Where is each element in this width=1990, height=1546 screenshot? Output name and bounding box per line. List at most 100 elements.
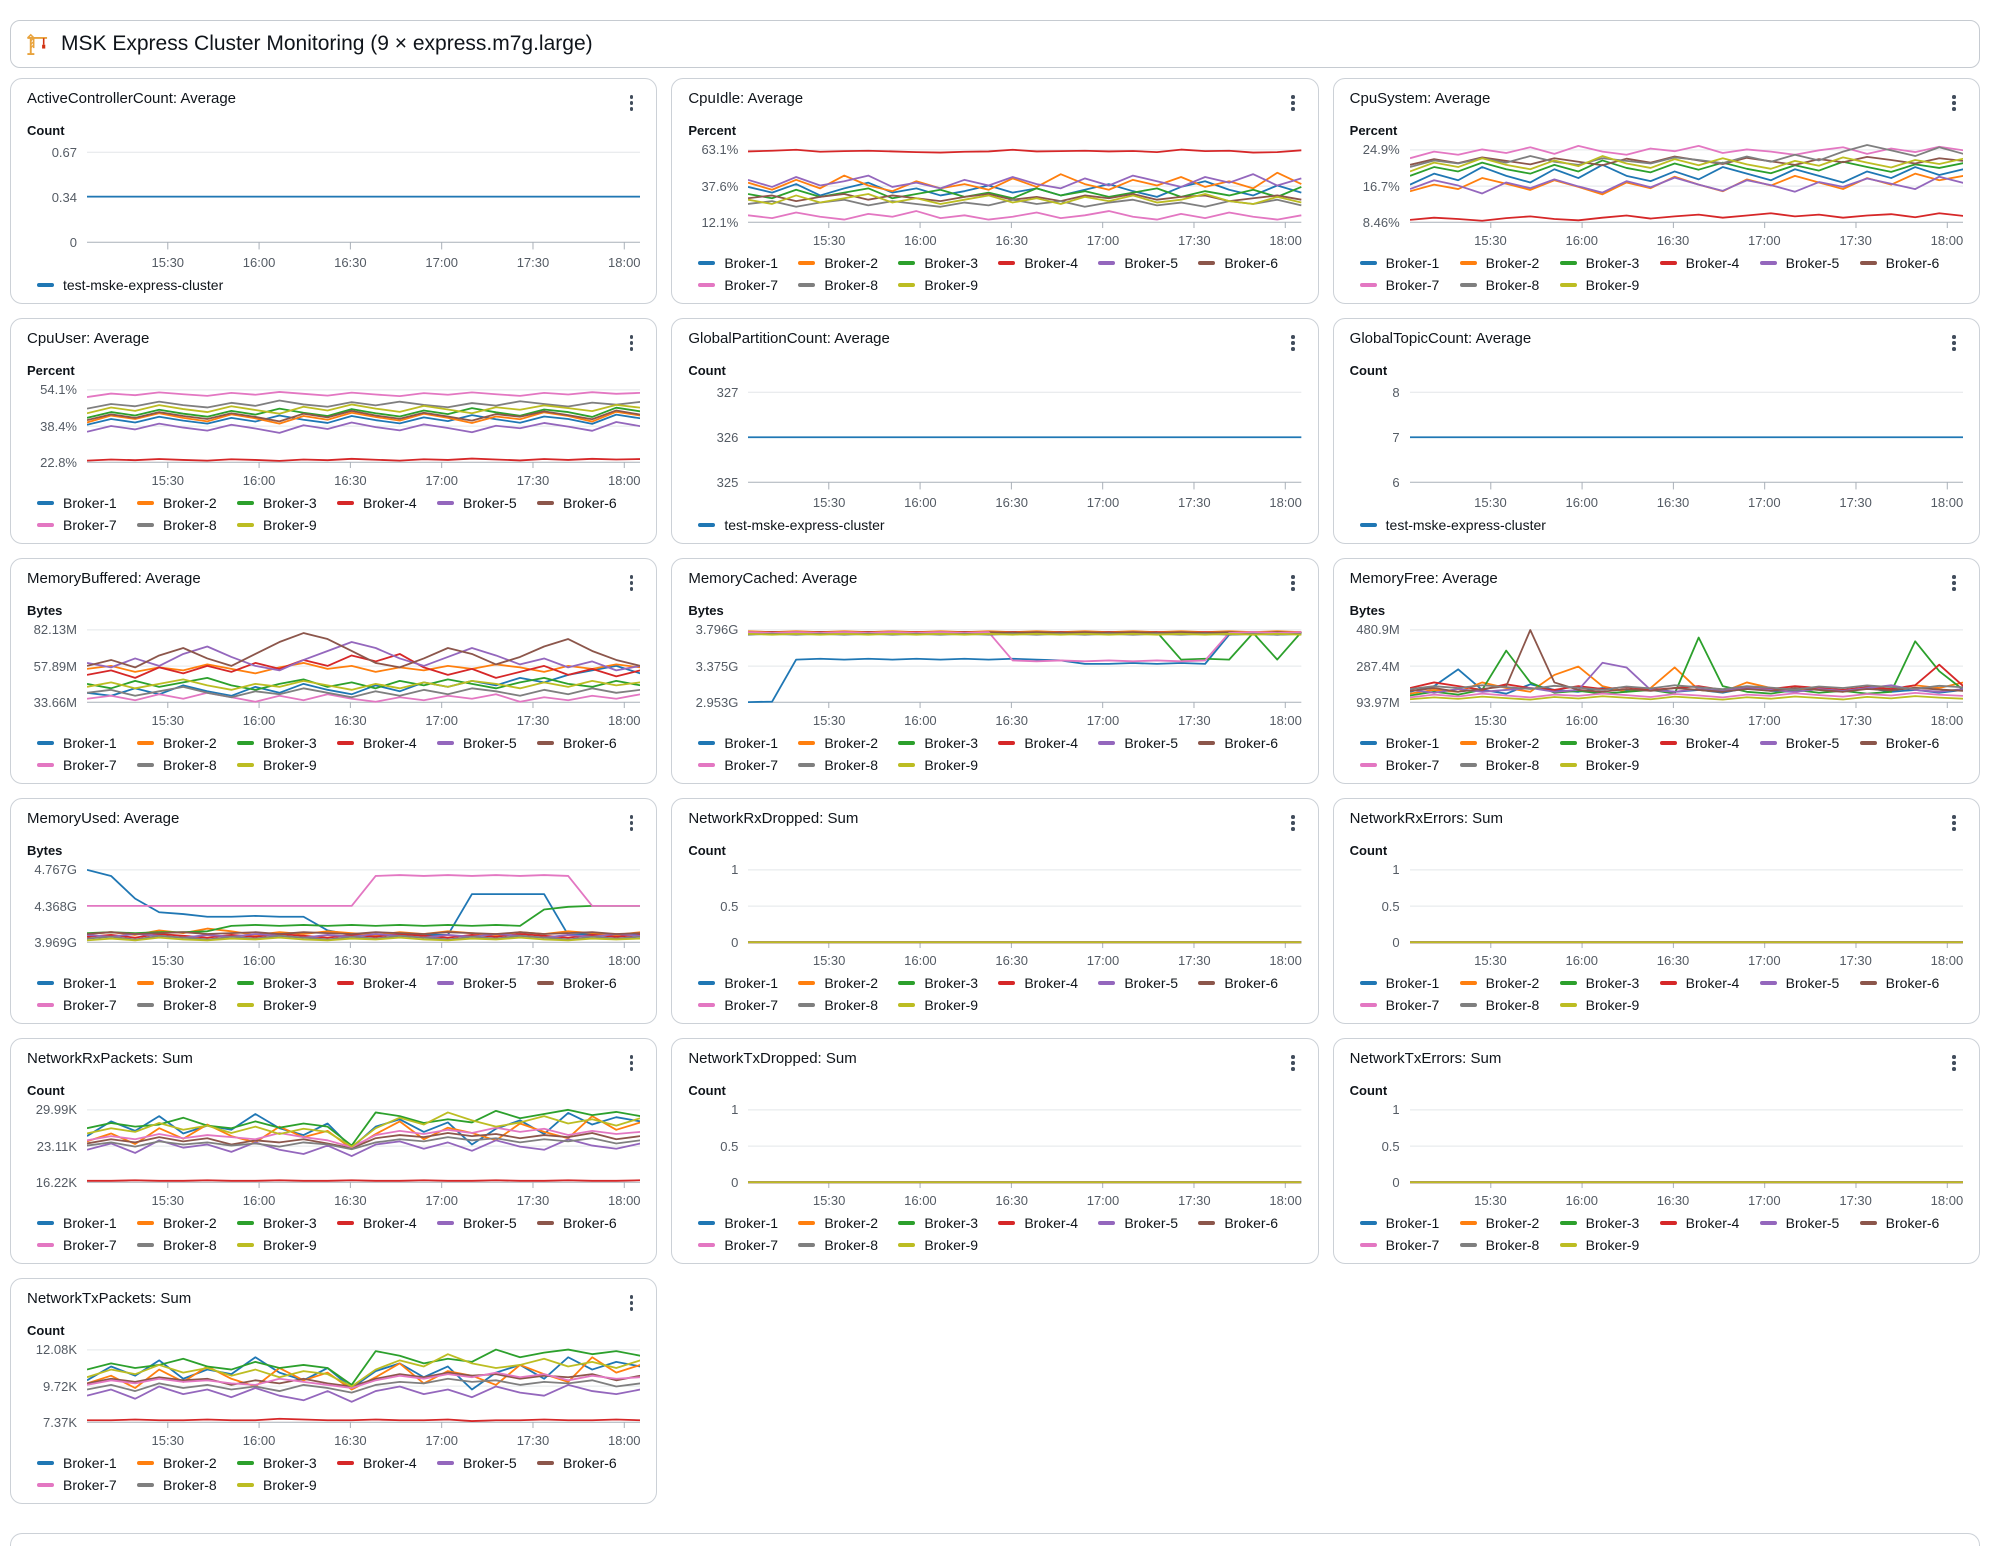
legend-item[interactable]: Broker-3 <box>1559 975 1660 991</box>
legend-item[interactable]: Broker-5 <box>437 1455 537 1471</box>
legend-item[interactable]: Broker-2 <box>1459 975 1560 991</box>
legend-item[interactable]: Broker-6 <box>1198 255 1298 271</box>
kebab-menu-icon[interactable] <box>1945 330 1963 356</box>
legend-item[interactable]: Broker-5 <box>1759 975 1860 991</box>
legend-item[interactable]: Broker-5 <box>437 1215 537 1231</box>
legend-item[interactable]: Broker-4 <box>998 975 1098 991</box>
legend-item[interactable]: Broker-7 <box>37 517 137 533</box>
legend-item[interactable]: Broker-3 <box>237 495 337 511</box>
legend-item[interactable]: Broker-5 <box>437 495 537 511</box>
legend-item[interactable]: Broker-3 <box>237 975 337 991</box>
kebab-menu-icon[interactable] <box>1284 570 1302 596</box>
legend-item[interactable]: Broker-9 <box>898 277 998 293</box>
legend-item[interactable]: Broker-8 <box>137 517 237 533</box>
legend-item[interactable]: Broker-3 <box>898 255 998 271</box>
legend-item[interactable]: Broker-3 <box>898 975 998 991</box>
legend-item[interactable]: Broker-4 <box>1659 975 1760 991</box>
legend-item[interactable]: Broker-7 <box>698 277 798 293</box>
legend-item[interactable]: Broker-1 <box>37 495 137 511</box>
legend-item[interactable]: Broker-7 <box>698 1237 798 1253</box>
legend-item[interactable]: Broker-6 <box>1859 975 1960 991</box>
kebab-menu-icon[interactable] <box>1284 330 1302 356</box>
legend-item[interactable]: Broker-1 <box>37 975 137 991</box>
legend-item[interactable]: Broker-7 <box>1359 1237 1460 1253</box>
kebab-menu-icon[interactable] <box>1945 1050 1963 1076</box>
legend-item[interactable]: test-mske-express-cluster <box>1359 517 1546 533</box>
legend-item[interactable]: Broker-6 <box>537 735 637 751</box>
legend-item[interactable]: Broker-9 <box>1559 1237 1660 1253</box>
legend-item[interactable]: Broker-7 <box>37 1477 137 1493</box>
legend-item[interactable]: Broker-4 <box>1659 255 1760 271</box>
legend-item[interactable]: Broker-5 <box>1098 1215 1198 1231</box>
legend-item[interactable]: Broker-8 <box>1459 757 1560 773</box>
kebab-menu-icon[interactable] <box>1284 810 1302 836</box>
legend-item[interactable]: Broker-5 <box>1759 1215 1860 1231</box>
legend-item[interactable]: Broker-6 <box>1859 1215 1960 1231</box>
legend-item[interactable]: Broker-9 <box>237 1237 337 1253</box>
legend-item[interactable]: Broker-3 <box>898 735 998 751</box>
legend-item[interactable]: Broker-2 <box>798 255 898 271</box>
legend-item[interactable]: Broker-7 <box>1359 997 1460 1013</box>
kebab-menu-icon[interactable] <box>1284 90 1302 116</box>
legend-item[interactable]: test-mske-express-cluster <box>37 277 223 293</box>
legend-item[interactable]: Broker-7 <box>37 1237 137 1253</box>
legend-item[interactable]: Broker-8 <box>1459 997 1560 1013</box>
legend-item[interactable]: Broker-6 <box>537 1215 637 1231</box>
legend-item[interactable]: Broker-3 <box>1559 735 1660 751</box>
legend-item[interactable]: Broker-5 <box>1098 735 1198 751</box>
legend-item[interactable]: Broker-1 <box>1359 735 1460 751</box>
legend-item[interactable]: Broker-6 <box>1859 255 1960 271</box>
legend-item[interactable]: Broker-5 <box>1098 255 1198 271</box>
legend-item[interactable]: Broker-6 <box>537 1455 637 1471</box>
kebab-menu-icon[interactable] <box>1945 810 1963 836</box>
legend-item[interactable]: Broker-1 <box>37 1455 137 1471</box>
legend-item[interactable]: Broker-8 <box>137 757 237 773</box>
legend-item[interactable]: Broker-7 <box>1359 757 1460 773</box>
legend-item[interactable]: Broker-8 <box>137 1237 237 1253</box>
kebab-menu-icon[interactable] <box>1945 570 1963 596</box>
legend-item[interactable]: Broker-9 <box>237 1477 337 1493</box>
legend-item[interactable]: Broker-8 <box>137 1477 237 1493</box>
legend-item[interactable]: Broker-2 <box>137 1455 237 1471</box>
legend-item[interactable]: Broker-7 <box>37 757 137 773</box>
legend-item[interactable]: Broker-7 <box>698 757 798 773</box>
legend-item[interactable]: Broker-7 <box>37 997 137 1013</box>
legend-item[interactable]: Broker-2 <box>1459 735 1560 751</box>
legend-item[interactable]: Broker-1 <box>1359 255 1460 271</box>
legend-item[interactable]: Broker-4 <box>337 495 437 511</box>
legend-item[interactable]: Broker-1 <box>698 975 798 991</box>
legend-item[interactable]: Broker-8 <box>137 997 237 1013</box>
legend-item[interactable]: Broker-9 <box>898 997 998 1013</box>
legend-item[interactable]: Broker-5 <box>1759 735 1860 751</box>
legend-item[interactable]: Broker-2 <box>137 735 237 751</box>
kebab-menu-icon[interactable] <box>623 810 641 836</box>
legend-item[interactable]: Broker-9 <box>1559 997 1660 1013</box>
kebab-menu-icon[interactable] <box>1284 1050 1302 1076</box>
legend-item[interactable]: Broker-8 <box>798 757 898 773</box>
legend-item[interactable]: Broker-9 <box>1559 277 1660 293</box>
legend-item[interactable]: Broker-8 <box>1459 1237 1560 1253</box>
kebab-menu-icon[interactable] <box>1945 90 1963 116</box>
legend-item[interactable]: Broker-4 <box>998 1215 1098 1231</box>
legend-item[interactable]: Broker-7 <box>698 997 798 1013</box>
legend-item[interactable]: Broker-1 <box>1359 1215 1460 1231</box>
legend-item[interactable]: Broker-4 <box>998 255 1098 271</box>
legend-item[interactable]: Broker-1 <box>698 255 798 271</box>
legend-item[interactable]: Broker-5 <box>437 735 537 751</box>
legend-item[interactable]: Broker-5 <box>1759 255 1860 271</box>
legend-item[interactable]: Broker-3 <box>237 1455 337 1471</box>
legend-item[interactable]: Broker-4 <box>337 1215 437 1231</box>
legend-item[interactable]: Broker-4 <box>1659 1215 1760 1231</box>
legend-item[interactable]: Broker-4 <box>337 735 437 751</box>
legend-item[interactable]: Broker-8 <box>798 997 898 1013</box>
legend-item[interactable]: Broker-8 <box>1459 277 1560 293</box>
legend-item[interactable]: Broker-9 <box>898 757 998 773</box>
legend-item[interactable]: Broker-8 <box>798 1237 898 1253</box>
legend-item[interactable]: Broker-6 <box>1198 975 1298 991</box>
legend-item[interactable]: Broker-2 <box>798 735 898 751</box>
legend-item[interactable]: Broker-2 <box>798 1215 898 1231</box>
legend-item[interactable]: Broker-6 <box>1198 735 1298 751</box>
legend-item[interactable]: Broker-8 <box>798 277 898 293</box>
legend-item[interactable]: Broker-6 <box>1198 1215 1298 1231</box>
legend-item[interactable]: Broker-1 <box>37 1215 137 1231</box>
